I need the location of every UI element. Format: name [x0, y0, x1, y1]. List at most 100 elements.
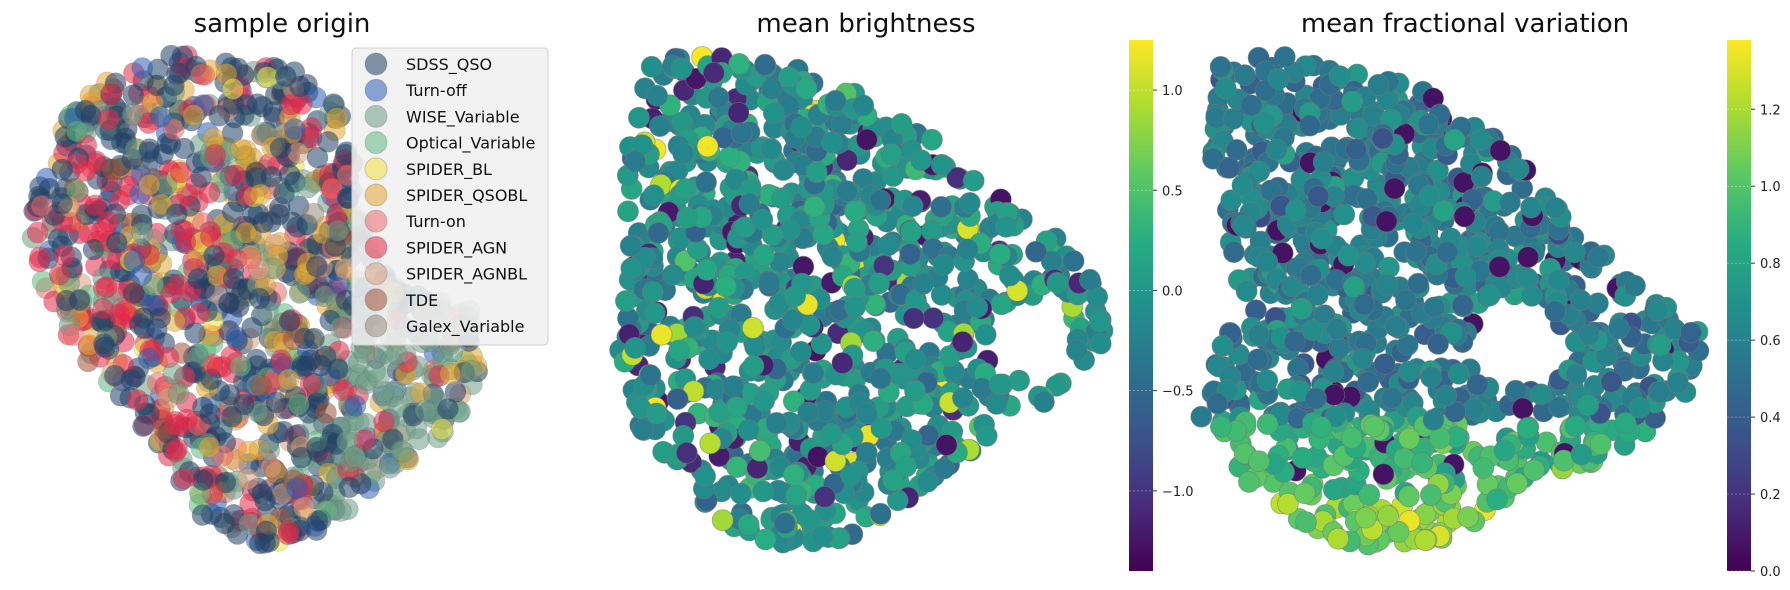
scatter-point	[1469, 128, 1492, 151]
scatter-point	[218, 292, 240, 315]
scatter-point	[662, 263, 684, 286]
scatter-point	[1600, 370, 1623, 393]
scatter-point	[624, 336, 646, 359]
scatter-point	[1443, 128, 1466, 151]
scatter-point	[327, 358, 349, 380]
colorbar-mean-fractional-variation: 1.2 1.0 0.8 0.6 0.4 0.2 0.0	[1727, 40, 1781, 580]
scatter-point	[219, 383, 241, 406]
scatter-point	[674, 177, 697, 200]
scatter-point	[282, 328, 305, 351]
scatter-point	[1462, 398, 1485, 421]
scatter-point	[824, 89, 847, 112]
scatter-point	[208, 104, 231, 127]
scatter-point	[647, 221, 670, 244]
scatter-point	[722, 375, 745, 398]
scatter-point	[1341, 90, 1364, 113]
scatter-point	[1427, 332, 1449, 355]
scatter-point	[760, 137, 783, 160]
scatter-point	[188, 302, 210, 325]
scatter-point	[1507, 158, 1530, 180]
scatter-point	[718, 145, 741, 168]
scatter-point	[222, 268, 245, 290]
scatter-point	[414, 399, 437, 422]
scatter-point	[790, 116, 813, 139]
scatter-point	[803, 195, 826, 218]
scatter-point	[268, 197, 291, 219]
scatter-point	[1301, 319, 1324, 342]
scatter-point	[131, 57, 154, 79]
scatter-point	[785, 484, 808, 507]
scatter-point	[1547, 269, 1570, 292]
scatter-point	[1223, 241, 1245, 264]
scatter-point	[149, 307, 171, 329]
scatter-point	[265, 391, 288, 414]
scatter-point	[249, 183, 272, 206]
scatter-point	[51, 193, 73, 215]
scatter-point	[173, 137, 195, 160]
scatter-point	[707, 86, 730, 109]
scatter-point	[1256, 369, 1279, 392]
scatter-point	[1411, 451, 1433, 474]
scatter-point	[694, 465, 716, 488]
scatter-point	[772, 159, 795, 181]
scatter-point	[812, 223, 835, 246]
scatter-point	[329, 316, 352, 339]
scatter-point	[164, 440, 187, 463]
scatter-point	[1295, 511, 1317, 533]
scatter-point	[1062, 250, 1085, 272]
scatter-point	[666, 388, 689, 410]
legend-marker	[364, 209, 388, 233]
scatter-point	[855, 128, 878, 151]
scatter-point	[297, 176, 320, 199]
scatter-point	[902, 307, 925, 330]
scatter-point	[1256, 250, 1279, 273]
colorbar-tick-label: 0.0	[1162, 284, 1183, 299]
scatter-point	[1649, 334, 1672, 357]
scatter-point	[930, 153, 953, 176]
scatter-point	[1489, 139, 1512, 162]
scatter-point	[765, 411, 788, 434]
scatter-point	[935, 434, 958, 456]
scatter-point	[326, 219, 349, 242]
scatter-point	[1312, 151, 1335, 174]
scatter-point	[1246, 348, 1269, 371]
scatter-point	[200, 226, 222, 248]
scatter-point	[163, 74, 185, 97]
scatter-point	[1499, 191, 1521, 214]
scatter-point	[150, 193, 173, 216]
scatter-points-mean-brightness	[609, 46, 1114, 554]
legend-marker	[364, 78, 388, 102]
scatter-point	[1414, 529, 1437, 552]
scatter-point	[1089, 332, 1112, 355]
scatter-point	[314, 285, 336, 308]
colorbar-tick-label: 1.0	[1760, 180, 1781, 195]
scatter-point	[1648, 381, 1671, 403]
scatter-point	[1680, 321, 1702, 344]
legend-marker	[364, 183, 388, 207]
scatter-point	[869, 502, 892, 525]
colorbar-tick-label: 0.8	[1760, 257, 1781, 272]
scatter-point	[753, 390, 775, 413]
scatter-point	[1564, 415, 1587, 438]
scatter-point	[1233, 64, 1256, 86]
scatter-point	[26, 221, 49, 244]
scatter-point	[122, 84, 145, 106]
scatter-point	[98, 108, 120, 130]
scatter-point	[840, 464, 862, 487]
scatter-point	[1578, 323, 1601, 346]
scatter-point	[619, 234, 642, 257]
scatter-point	[952, 387, 974, 409]
scatter-point	[1577, 394, 1600, 417]
legend-marker	[364, 235, 388, 259]
scatter-point	[1451, 294, 1474, 317]
colorbar-tick-label: 1.2	[1760, 103, 1781, 118]
scatter-point	[184, 322, 206, 344]
scatter-point	[277, 523, 299, 546]
scatter-point	[738, 192, 761, 215]
scatter-point	[1381, 387, 1403, 410]
scatter-point	[169, 161, 192, 184]
scatter-point	[364, 360, 386, 383]
scatter-point	[641, 281, 664, 303]
scatter-point	[1310, 227, 1333, 250]
scatter-point	[1375, 210, 1398, 233]
